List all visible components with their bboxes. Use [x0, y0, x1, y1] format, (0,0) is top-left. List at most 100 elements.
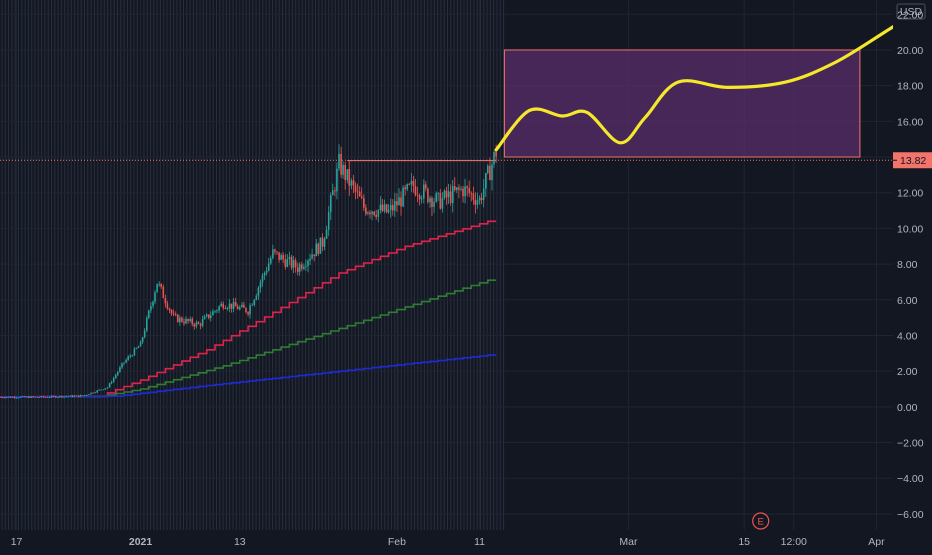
candle-down — [354, 185, 357, 192]
candle-down — [71, 395, 74, 397]
target-zone-box[interactable] — [503, 49, 861, 158]
candle-down — [470, 193, 473, 194]
candle-up — [257, 287, 260, 296]
candle-down — [317, 243, 320, 254]
time-axis-tick-label: 2021 — [129, 536, 153, 548]
candle-up — [288, 256, 291, 260]
price-axis-tick-label: 18.00 — [897, 81, 923, 93]
candle-down — [224, 308, 227, 309]
candle-down — [358, 191, 361, 197]
candle-up — [185, 319, 187, 324]
time-axis-tick-label: Mar — [619, 536, 638, 548]
earnings-event-icon[interactable] — [752, 512, 770, 530]
candle-up — [143, 330, 146, 338]
candle-up — [383, 204, 386, 211]
candle-up — [485, 173, 487, 189]
candle-up — [84, 395, 86, 396]
candle-down — [13, 396, 16, 398]
candle-up — [96, 390, 98, 393]
candle-up — [98, 389, 100, 391]
price-axis[interactable] — [893, 0, 932, 550]
candle-down — [396, 201, 398, 206]
candle-down — [44, 397, 47, 398]
candle-up — [48, 397, 51, 398]
candle-down — [348, 169, 351, 186]
candle-down — [427, 188, 429, 203]
candle-down — [222, 303, 224, 308]
candle-up — [286, 259, 289, 267]
candle-up — [133, 348, 136, 356]
time-axis-tick-label: 12:00 — [781, 536, 807, 548]
candle-up — [371, 211, 373, 215]
candle-up — [110, 381, 113, 384]
candle-up — [203, 316, 206, 320]
current-price-badge — [893, 152, 932, 169]
candle-up — [63, 396, 65, 398]
time-axis-tick-label: 17 — [11, 536, 23, 548]
candle-down — [168, 308, 171, 311]
candle-up — [493, 152, 495, 165]
candle-up — [338, 153, 340, 169]
candle-down — [166, 303, 169, 309]
candle-up — [346, 169, 349, 181]
candle-down — [360, 196, 363, 199]
candle-up — [323, 238, 326, 247]
candle-down — [1, 397, 3, 398]
candle-down — [462, 188, 464, 197]
time-axis-tick-label: 11 — [474, 536, 485, 548]
candle-up — [67, 396, 69, 398]
candle-up — [154, 292, 156, 302]
price-axis-tick-label: 20.00 — [897, 45, 923, 57]
candle-up — [119, 367, 121, 372]
candle-up — [270, 258, 272, 264]
candle-down — [385, 204, 388, 213]
candle-up — [228, 303, 231, 309]
candle-up — [332, 190, 334, 196]
candle-up — [216, 310, 218, 312]
candle-down — [160, 283, 162, 287]
time-axis-tick-label: 15 — [738, 536, 750, 548]
candle-down — [414, 186, 417, 195]
candle-down — [480, 197, 483, 201]
candle-down — [55, 396, 57, 398]
candle-up — [179, 317, 181, 323]
candle-up — [447, 191, 450, 198]
candle-down — [373, 211, 375, 215]
candle-up — [131, 355, 134, 357]
candle-down — [392, 205, 394, 211]
currency-box[interactable] — [896, 3, 926, 20]
candle-up — [112, 377, 115, 382]
candle-up — [129, 355, 131, 357]
candle-up — [69, 395, 72, 397]
candle-down — [282, 255, 284, 260]
candle-up — [267, 263, 270, 271]
candle-up — [263, 272, 266, 276]
time-axis-tick-label: Feb — [388, 536, 406, 548]
projection-drawing[interactable] — [494, 14, 912, 152]
candle-up — [59, 396, 61, 398]
candle-down — [230, 303, 233, 309]
candle-up — [65, 396, 67, 398]
candle-down — [199, 324, 202, 326]
candle-up — [5, 397, 7, 398]
candle-up — [303, 266, 305, 269]
time-axis[interactable] — [0, 530, 893, 550]
candle-down — [174, 314, 177, 316]
candle-up — [402, 187, 404, 207]
candle-up — [367, 212, 369, 214]
candle-up — [79, 395, 82, 397]
candle-up — [141, 337, 144, 342]
candle-down — [313, 254, 315, 257]
candle-up — [121, 363, 123, 368]
candle-up — [423, 184, 425, 199]
candle-down — [352, 180, 355, 186]
candle-down — [466, 186, 468, 189]
candle-up — [433, 201, 435, 207]
candle-up — [307, 260, 309, 266]
candle-up — [387, 210, 390, 213]
earnings-event-label: E — [758, 517, 764, 528]
candle-up — [342, 165, 344, 175]
price-axis-tick-label: 22.00 — [897, 9, 923, 21]
